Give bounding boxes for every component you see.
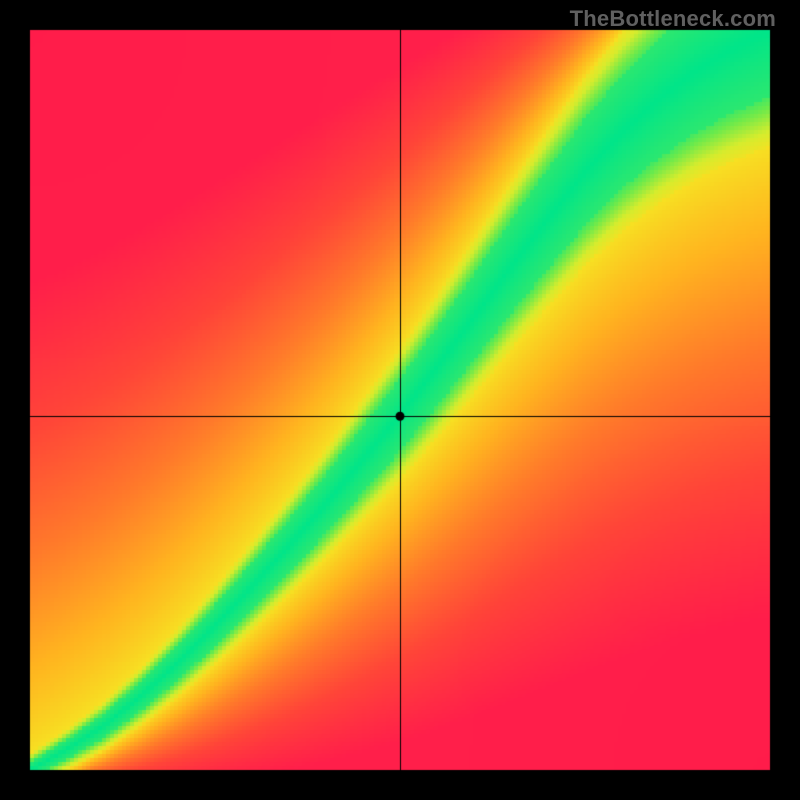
chart-container: TheBottleneck.com xyxy=(0,0,800,800)
watermark-text: TheBottleneck.com xyxy=(570,6,776,32)
bottleneck-heatmap xyxy=(0,0,800,800)
